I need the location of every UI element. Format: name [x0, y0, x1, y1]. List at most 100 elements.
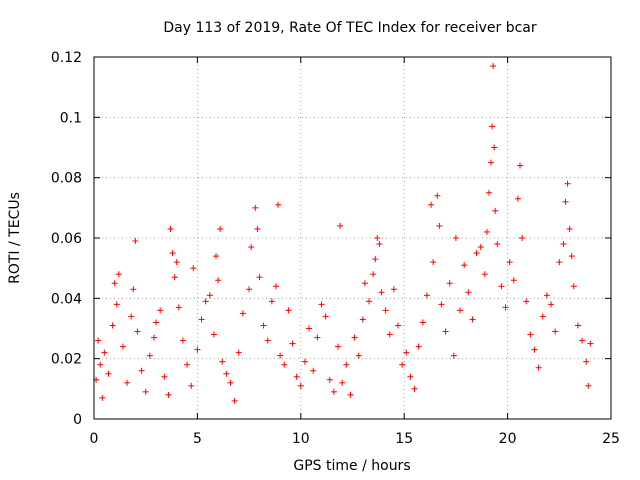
data-point: [543, 292, 550, 299]
data-point: [132, 238, 139, 245]
data-point: [184, 361, 191, 368]
x-tick-label: 0: [90, 431, 99, 447]
data-point: [465, 289, 472, 296]
data-point: [506, 259, 513, 266]
data-point: [322, 313, 329, 320]
data-point: [293, 373, 300, 380]
data-point: [403, 349, 410, 356]
data-point: [171, 274, 178, 281]
data-point: [210, 331, 217, 338]
data-point: [326, 376, 333, 383]
data-point: [190, 265, 197, 272]
data-point: [394, 322, 401, 329]
data-point: [223, 370, 230, 377]
data-point: [213, 253, 220, 260]
data-point: [347, 391, 354, 398]
x-tick-label: 25: [602, 431, 620, 447]
data-point: [330, 388, 337, 395]
data-point: [105, 370, 112, 377]
data-point: [138, 367, 145, 374]
data-point: [519, 235, 526, 241]
data-point: [527, 331, 534, 338]
data-point: [548, 301, 555, 308]
data-point: [246, 286, 253, 293]
data-point: [285, 307, 292, 314]
axis-ticks: [93, 56, 612, 420]
data-point: [254, 225, 261, 232]
data-point: [485, 189, 492, 196]
data-point: [101, 349, 108, 356]
data-point: [517, 162, 524, 169]
data-point: [446, 280, 453, 287]
data-point: [161, 373, 168, 380]
data-point: [219, 358, 226, 365]
data-point: [97, 361, 104, 368]
data-point: [165, 391, 172, 398]
data-point: [411, 385, 418, 392]
data-point: [492, 207, 499, 214]
data-point: [173, 259, 180, 266]
data-point: [231, 397, 238, 404]
data-point: [314, 334, 321, 341]
data-point: [366, 298, 373, 305]
data-point: [523, 298, 530, 305]
y-tick-label: 0.06: [51, 231, 82, 247]
data-point: [494, 241, 501, 248]
data-point: [560, 241, 567, 248]
data-point: [489, 123, 496, 130]
data-point: [382, 307, 389, 314]
data-point: [510, 277, 517, 284]
data-point: [277, 352, 284, 359]
data-point: [469, 316, 476, 323]
data-point: [430, 259, 437, 266]
data-point: [252, 204, 259, 211]
data-point: [434, 192, 441, 199]
data-point: [264, 337, 271, 344]
data-point: [372, 256, 379, 263]
data-point: [407, 373, 414, 380]
data-point: [556, 259, 563, 266]
y-tick-label: 0: [73, 412, 82, 428]
data-point: [111, 280, 118, 287]
data-point: [481, 271, 488, 278]
data-point: [268, 298, 275, 305]
data-point: [239, 310, 246, 317]
data-point: [215, 277, 222, 284]
y-tick-label: 0.02: [51, 352, 82, 368]
data-point: [461, 262, 468, 269]
data-point: [376, 241, 383, 248]
data-point: [169, 250, 176, 257]
data-point: [436, 222, 443, 229]
data-point: [378, 289, 385, 296]
data-point: [585, 382, 592, 389]
data-point: [99, 394, 106, 401]
x-tick-labels: 0 5 10 15 20 25: [90, 431, 620, 447]
data-point: [568, 253, 575, 260]
data-point: [275, 201, 282, 208]
plot-frame: [93, 56, 612, 420]
data-point: [289, 340, 296, 347]
data-point: [490, 63, 497, 70]
data-point: [194, 346, 201, 353]
data-point: [423, 292, 430, 299]
data-point: [260, 322, 267, 329]
data-point: [483, 228, 490, 235]
data-point: [113, 301, 120, 308]
data-point: [419, 319, 426, 326]
data-point: [128, 313, 135, 320]
y-tick-label: 0.1: [60, 110, 82, 126]
x-tick-label: 20: [499, 431, 517, 447]
data-point: [514, 195, 521, 202]
data-point: [587, 340, 594, 347]
data-point: [390, 286, 397, 293]
data-point: [153, 319, 160, 326]
data-point: [272, 283, 279, 290]
data-point: [150, 334, 157, 341]
data-point: [198, 316, 205, 323]
data-point: [339, 379, 346, 386]
data-point: [438, 301, 445, 308]
data-point: [583, 358, 590, 365]
data-point: [115, 271, 122, 278]
data-point: [562, 198, 569, 205]
